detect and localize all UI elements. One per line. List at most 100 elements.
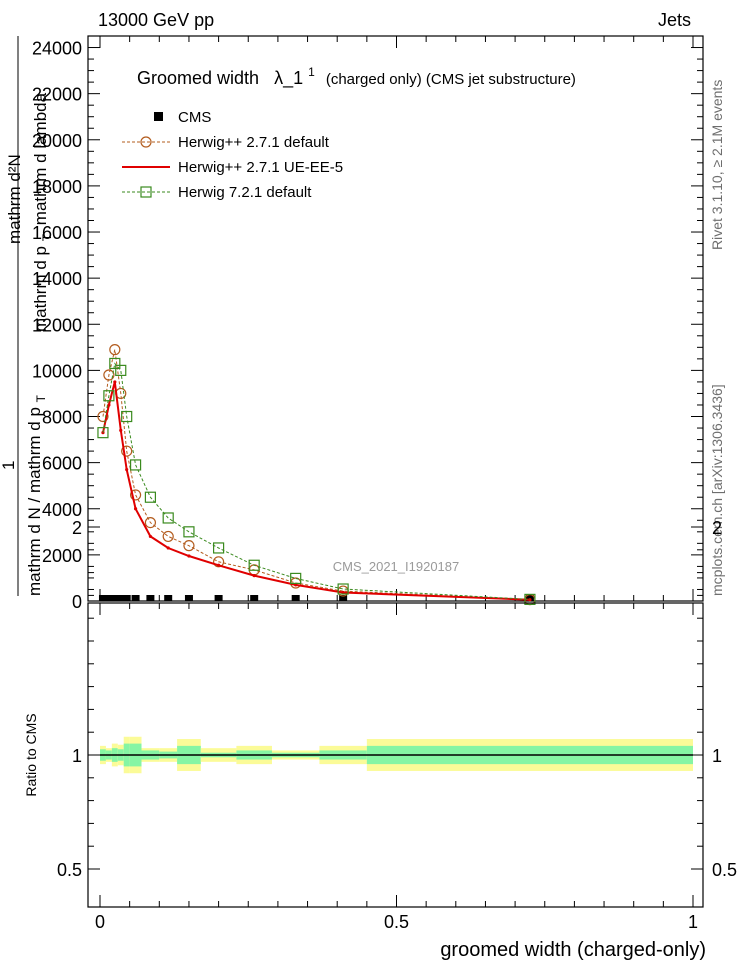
cms-data-marker — [131, 595, 140, 601]
herwig7-default-marker — [97, 427, 109, 439]
cms-data-marker — [525, 595, 534, 601]
herwig7-default-marker — [183, 526, 195, 538]
cms-data-marker — [122, 595, 131, 601]
herwigpp-ueee5-line — [102, 381, 530, 601]
upper-y-tick-label: 0 — [72, 592, 82, 612]
herwig7-default-marker — [144, 491, 157, 503]
title-symbol: λ_1 — [274, 68, 303, 89]
herwig7-default-marker — [290, 572, 302, 585]
herwigpp-ueee5-point — [217, 563, 221, 567]
upper-y-axis-label: mathrm d²N mathrm d p T mathrm d lambda … — [0, 36, 55, 596]
analysis-id-label: CMS_2021_I1920187 — [333, 559, 460, 574]
herwigpp-ueee5-point — [133, 507, 138, 511]
cms-data-marker — [250, 595, 259, 601]
upper-y-tick-label: 24000 — [32, 39, 82, 59]
cms-data-marker — [164, 595, 173, 601]
title-suffix: (charged only) (CMS jet substructure) — [326, 71, 576, 88]
upper-x-axis-ticks — [99, 36, 694, 601]
herwigpp-ueee5-point — [166, 546, 170, 550]
cms-data-marker — [116, 595, 125, 601]
legend-herwigpp-ueee5-label: Herwig++ 2.7.1 UE-EE-5 — [178, 159, 343, 176]
herwig7-default-marker — [337, 583, 349, 595]
legend-cms-label: CMS — [178, 109, 211, 126]
herwig7-default-marker — [103, 390, 115, 402]
herwig7-default-line — [102, 362, 530, 600]
herwig7-default-marker — [129, 459, 142, 471]
header-energy-label: 13000 GeV pp — [98, 10, 214, 30]
upper-y-tick-label: 4000 — [42, 500, 82, 520]
x-tick-label: 1 — [688, 912, 698, 932]
ylabel-tail-dlambda: mathrm d lambda — [31, 92, 50, 225]
cms-data-marker — [214, 595, 223, 601]
upper-y-tick-label: 14000 — [32, 269, 82, 289]
herwig7-default-marker — [524, 593, 536, 605]
lower-x-axis: 0 0.5 1 — [95, 603, 698, 932]
chart-title: Groomed width λ_1 1 (charged only) (CMS … — [137, 60, 576, 89]
upper-y-tick-label: 2000 — [42, 546, 82, 566]
lower-panel: 0.5 0.5 1 1 2 2 0 0.5 1 Ratio to CMS — [23, 518, 737, 932]
x-tick-label: 0 — [95, 912, 105, 932]
ylabel-denominator-sub: T — [34, 394, 48, 402]
ylabel-denominator-main: mathrm d N / mathrm d p — [25, 407, 44, 596]
herwigpp-default-line — [102, 349, 530, 601]
lower-y-tick-label: 2 — [72, 518, 82, 538]
herwig7-default-marker — [162, 512, 174, 524]
herwigpp-default-marker — [97, 410, 109, 423]
herwig7-default-marker — [213, 542, 225, 554]
legend-cms-marker — [154, 112, 163, 121]
lower-y-tick-label-right: 2 — [712, 518, 722, 538]
herwigpp-ueee5-point — [148, 534, 153, 539]
cms-data-marker — [110, 595, 119, 601]
upper-y-tick-label: 12000 — [32, 315, 82, 335]
title-text: Groomed width — [137, 68, 259, 88]
herwigpp-ueee5-point — [187, 554, 191, 558]
herwigpp-default-marker — [121, 445, 133, 457]
title-superscript: 1 — [308, 65, 315, 79]
legend-herwigpp-default-marker — [140, 136, 152, 148]
upper-y-tick-label: 6000 — [42, 454, 82, 474]
upper-series-layer — [97, 344, 536, 606]
ylabel-numerator: mathrm d²N — [5, 154, 24, 244]
legend: CMS Herwig++ 2.7.1 default Herwig++ 2.7.… — [122, 109, 343, 201]
cms-data-marker — [98, 595, 107, 601]
cms-data-marker — [146, 595, 155, 601]
legend-herwigpp-default-label: Herwig++ 2.7.1 default — [178, 134, 330, 151]
ylabel-numerator-tail: mathrm d p T mathrm d lambda — [31, 92, 55, 332]
herwigpp-ueee5-point — [528, 598, 532, 602]
cms-data-marker — [339, 595, 348, 601]
herwigpp-default-marker — [162, 530, 174, 543]
cms-data-marker — [291, 595, 300, 601]
herwigpp-default-marker — [183, 540, 195, 552]
header-category-label: Jets — [658, 10, 691, 30]
upper-y-axis: 0 2000 4000 6000 8000 10000 12000 14000 16000 180… — [32, 39, 703, 612]
upper-y-tick-label: 22000 — [32, 85, 82, 105]
rivet-version-label: Rivet 3.1.10, ≥ 2.1M events — [709, 80, 725, 250]
upper-panel: 0 2000 4000 6000 8000 10000 12000 14000 16000 180… — [0, 35, 704, 612]
ratio-y-axis-label: Ratio to CMS — [23, 713, 39, 796]
lower-y-tick-label: 0.5 — [57, 860, 82, 880]
ylabel-tail-sub: T — [40, 233, 54, 241]
upper-y-tick-label: 8000 — [42, 408, 82, 428]
upper-y-tick-label: 16000 — [32, 223, 82, 243]
herwigpp-ueee5-point — [252, 574, 256, 578]
herwig7-default-marker — [109, 357, 121, 370]
herwigpp-default-marker — [129, 489, 142, 501]
herwigpp-default-marker — [103, 369, 115, 381]
herwigpp-ueee5-point — [119, 428, 123, 432]
ylabel-numerator-main: mathrm d²N — [5, 154, 24, 244]
herwigpp-ueee5-point — [113, 380, 117, 384]
ylabel-tail-dp: mathrm d p — [31, 246, 50, 332]
cms-data-marker — [184, 595, 193, 601]
ylabel-one: 1 — [0, 461, 18, 470]
upper-plot-frame — [87, 35, 704, 602]
herwigpp-ueee5-point — [294, 583, 298, 587]
legend-herwig7-default-label: Herwig 7.2.1 default — [178, 184, 312, 201]
upper-y-tick-label: 10000 — [32, 361, 82, 381]
herwigpp-default-marker — [144, 516, 157, 529]
upper-y-tick-label: 20000 — [32, 131, 82, 151]
x-tick-label: 0.5 — [384, 912, 409, 932]
herwig7-default-marker — [248, 559, 260, 571]
lower-y-tick-label-right: 1 — [712, 746, 722, 766]
ylabel-denominator: mathrm d N / mathrm d p T — [25, 394, 48, 596]
